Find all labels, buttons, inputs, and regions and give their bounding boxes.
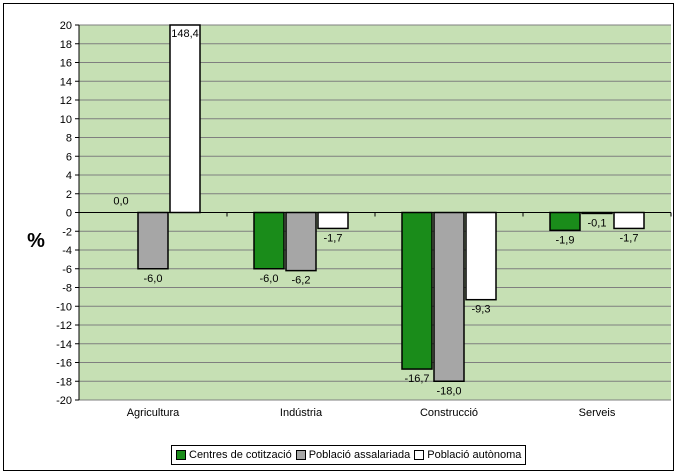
data-label: -1,7 — [620, 232, 639, 244]
data-label: -18,0 — [436, 385, 461, 397]
bar — [465, 211, 497, 301]
y-tick-label: -8 — [62, 283, 72, 295]
y-tick-label: 10 — [60, 114, 72, 126]
y-tick-label: -4 — [62, 245, 72, 257]
bar — [137, 211, 169, 270]
y-tick-label: 8 — [66, 133, 72, 145]
data-label: -6,0 — [260, 273, 279, 285]
y-tick-label: -20 — [56, 395, 72, 407]
data-label: -6,2 — [292, 275, 311, 287]
y-tick-label: -14 — [56, 339, 72, 351]
y-tick-label: -16 — [56, 358, 72, 370]
y-tick-label: 4 — [66, 170, 72, 182]
data-label: -1,7 — [324, 232, 343, 244]
bar — [285, 211, 317, 272]
data-label: -9,3 — [472, 304, 491, 316]
y-tick-label: 6 — [66, 151, 72, 163]
x-tick-label: Construcció — [420, 407, 478, 419]
chart-frame: 20 18 16 14 12 10 8 6 4 2 0 -2 -4 -6 -8 -10 -12 -14 -16 -18… — [3, 3, 674, 471]
x-tick-label: Agricultura — [127, 407, 180, 419]
y-tick-label: 18 — [60, 39, 72, 51]
y-tick-label: 20 — [60, 20, 72, 32]
y-tick-label: 12 — [60, 95, 72, 107]
bar — [401, 211, 433, 370]
y-axis-label: % — [27, 230, 45, 252]
bar — [549, 211, 581, 232]
data-labels: 0,0 -6,0 148,4 -6,0 -6,2 -1,7 -16,7 -18,0 -9,3 -1… — [113, 28, 638, 397]
legend-item-centres: Centres de cotització — [176, 449, 292, 461]
legend: Centres de cotització Població assalaria… — [171, 445, 527, 465]
y-tick-label: -6 — [62, 264, 72, 276]
y-tick-label: 14 — [60, 76, 72, 88]
y-tick-label: 2 — [66, 189, 72, 201]
x-tick-labels: Agricultura Indústria Construcció Serveis — [78, 212, 672, 419]
bar — [433, 211, 465, 382]
bar-chart: 20181614121086420-2-4-6-8-10-12-14-16-18… — [27, 20, 672, 419]
y-tick-label: -18 — [56, 376, 72, 388]
data-label: 148,4 — [171, 28, 199, 40]
x-tick-label: Indústria — [280, 407, 323, 419]
legend-swatch-autonoma — [414, 450, 425, 460]
bar — [169, 24, 201, 214]
x-tick-label: Serveis — [579, 407, 616, 419]
y-tick-label: -10 — [56, 301, 72, 313]
data-label: -1,9 — [556, 234, 575, 246]
y-tick-labels: 20181614121086420-2-4-6-8-10-12-14-16-18… — [56, 20, 79, 407]
bar — [317, 211, 349, 230]
data-label: -0,1 — [588, 218, 607, 230]
legend-swatch-centres — [176, 450, 186, 460]
legend-label-autonoma: Població autònoma — [427, 449, 522, 461]
data-label: 0,0 — [113, 196, 128, 208]
y-tick-label: 16 — [60, 58, 72, 70]
bar — [253, 211, 285, 270]
legend-swatch-assalariada — [295, 450, 306, 460]
legend-label-centres: Centres de cotització — [189, 449, 292, 461]
bar — [613, 211, 645, 230]
legend-item-assalariada: Població assalariada — [295, 449, 411, 461]
legend-item-autonoma: Població autònoma — [414, 449, 521, 461]
legend-label-assalariada: Població assalariada — [308, 449, 411, 461]
data-label: -16,7 — [404, 373, 429, 385]
y-tick-label: -12 — [56, 320, 72, 332]
y-tick-label: 0 — [66, 208, 72, 220]
data-label: -6,0 — [144, 273, 163, 285]
y-tick-label: -2 — [62, 226, 72, 238]
bars — [137, 24, 645, 382]
